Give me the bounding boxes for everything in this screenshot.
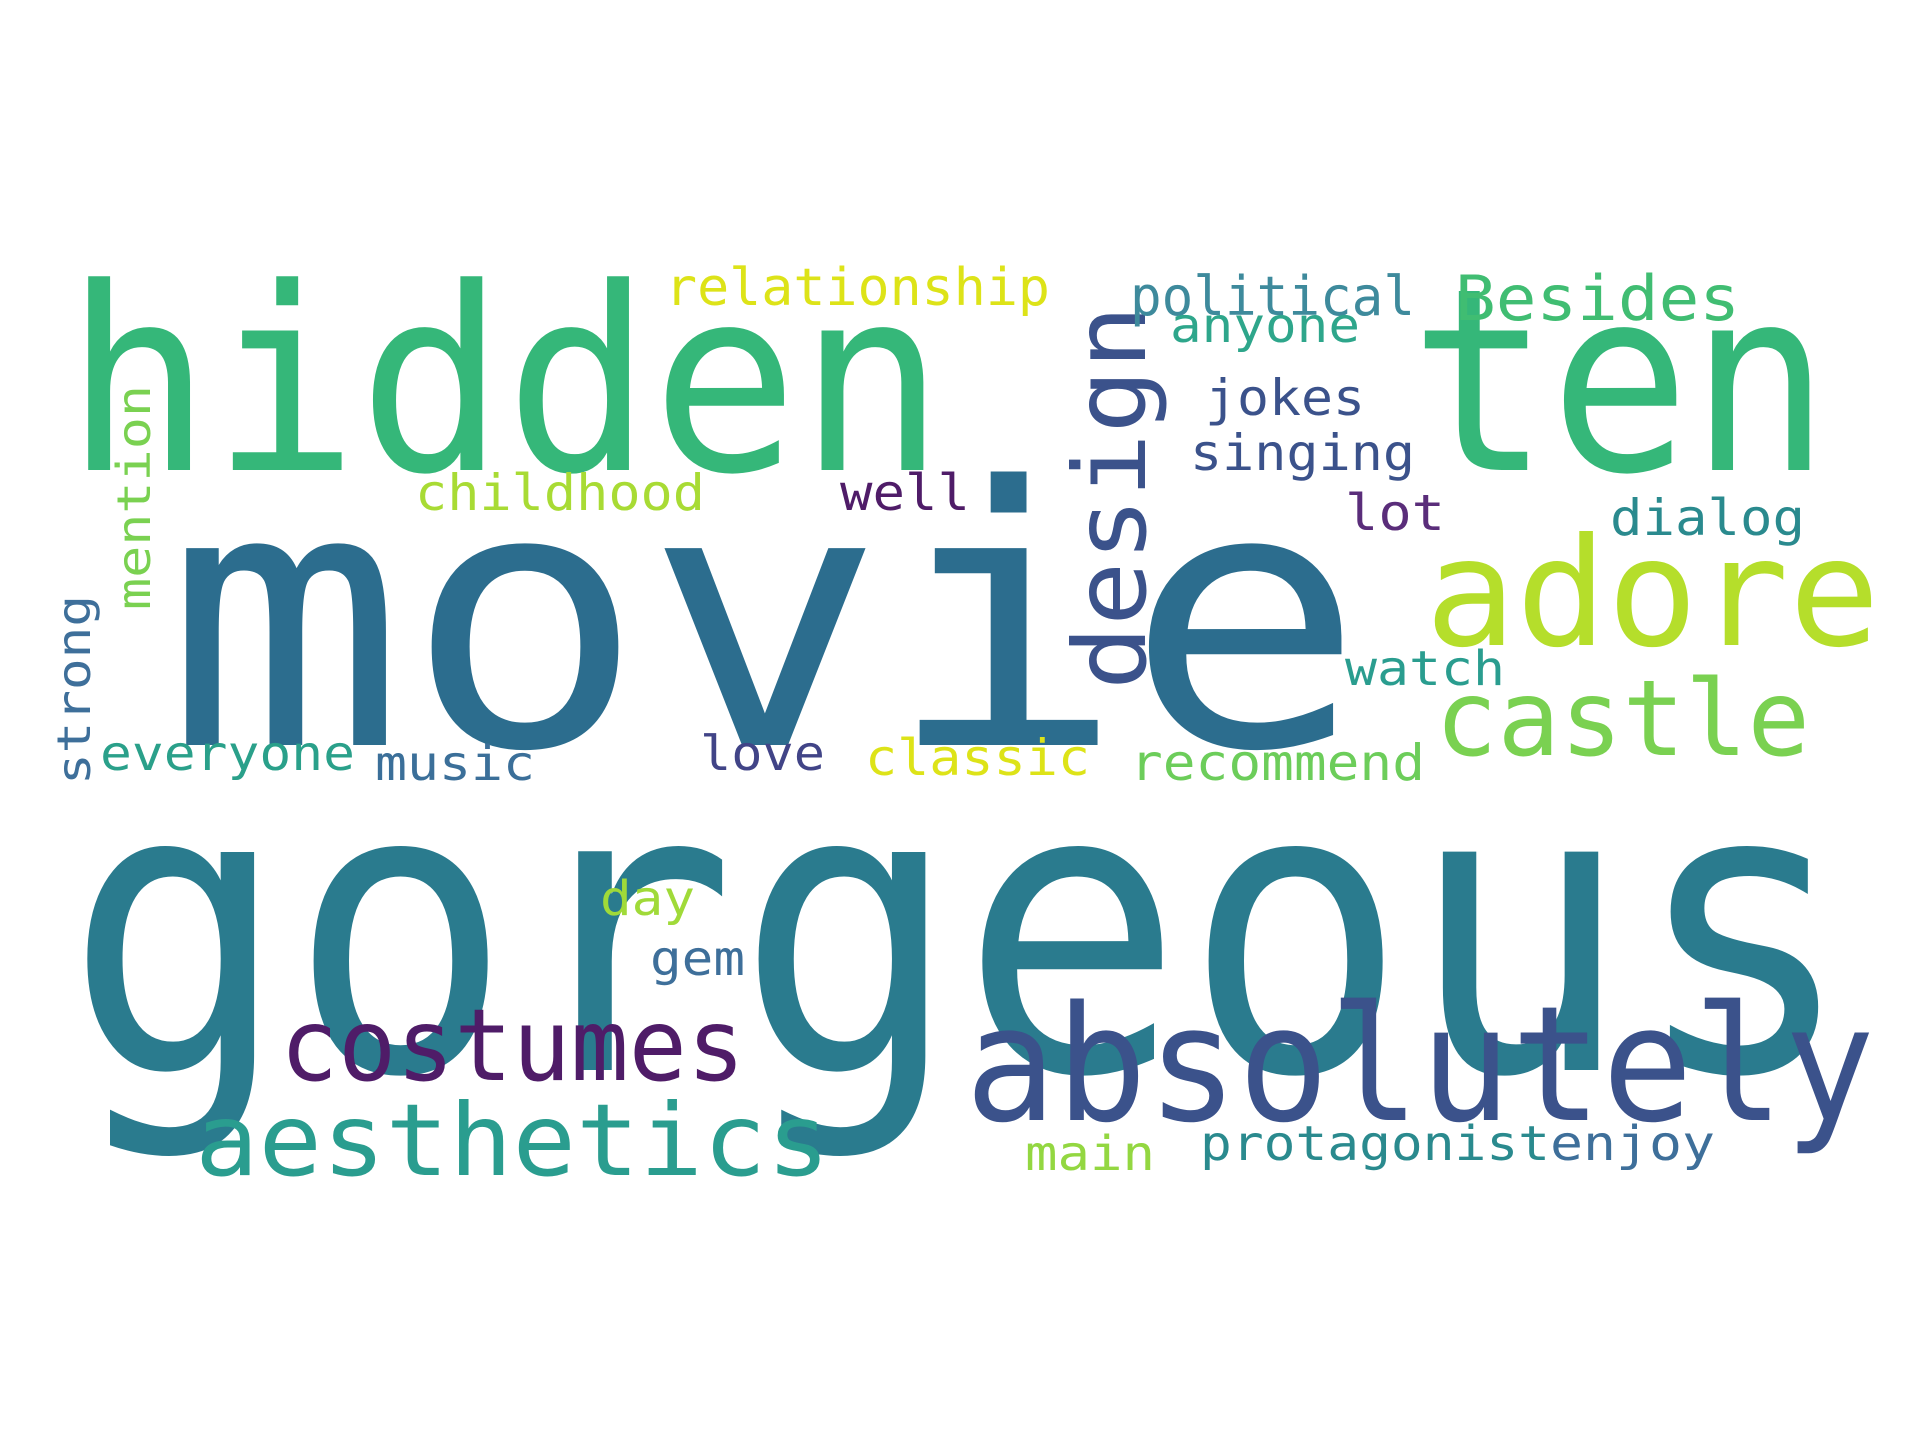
word-gem: gem [650,931,745,987]
word-watch: watch [1345,641,1505,697]
word-gorgeous: gorgeous [65,700,1855,1165]
word-hidden: hidden [65,234,945,531]
word-enjoy: enjoy [1550,1116,1715,1172]
word-anyone: anyone [1170,298,1360,354]
word-movie: movie [165,411,1365,830]
word-costumes: costumes [280,987,745,1104]
word-adore: adore [1425,507,1880,681]
word-main: main [1025,1126,1155,1182]
word-recommend: recommend [1130,734,1425,792]
word-lot: lot [1345,484,1445,542]
word-day: day [600,871,695,927]
word-love: love [700,726,825,782]
word-music: music [375,736,535,792]
word-well: well [840,464,970,522]
word-jokes: jokes [1205,369,1365,427]
word-singing: singing [1190,424,1415,482]
word-castle: castle [1435,658,1810,780]
word-besides: Besides [1455,262,1740,335]
word-childhood: childhood [415,464,705,522]
word-strong: strong [47,595,101,785]
word-relationship: relationship [665,258,1050,318]
word-classic: classic [865,729,1090,787]
word-absolutely: absolutely [965,971,1875,1158]
word-mention: mention [107,385,161,610]
word-political: political [1130,265,1415,328]
word-protagonist: protagonist [1200,1116,1550,1172]
word-aesthetics: aesthetics [195,1082,830,1199]
word-everyone: everyone [100,726,355,782]
word-design: design [1052,305,1169,690]
word-dialog: dialog [1610,489,1805,547]
word-ten: ten [1410,234,1830,531]
